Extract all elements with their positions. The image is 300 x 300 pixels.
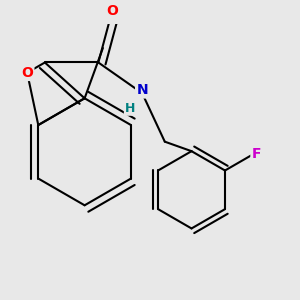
Text: H: H	[125, 101, 136, 115]
Text: O: O	[21, 66, 33, 80]
Text: F: F	[252, 147, 261, 161]
Text: O: O	[106, 4, 118, 18]
Text: N: N	[136, 83, 148, 97]
